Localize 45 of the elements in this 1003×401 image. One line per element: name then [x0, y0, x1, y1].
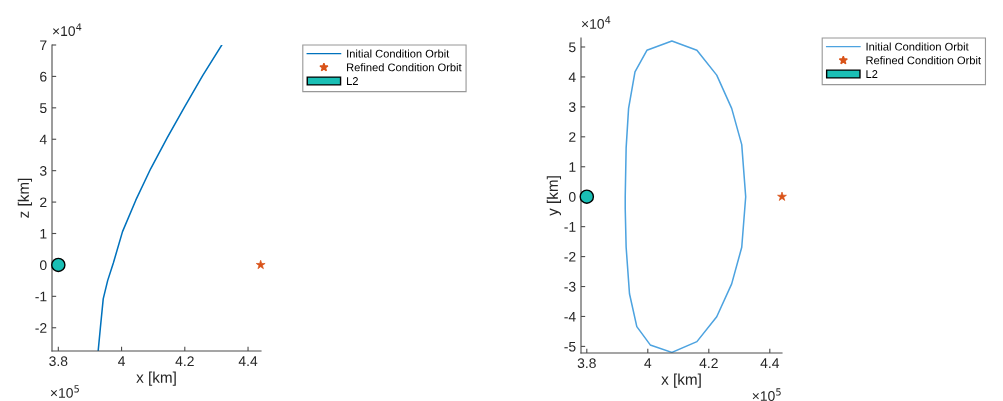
- text: ×10$^{5}$: [752, 388, 781, 401]
- x-tick-label: 4.4: [760, 358, 780, 368]
- y-tick-label: 1: [569, 162, 576, 172]
- y-tick-label: 4: [568, 72, 576, 82]
- y-tick-label: 4: [39, 134, 47, 145]
- x-tick-label: 4: [644, 358, 652, 368]
- y-tick-label: -4: [564, 311, 576, 322]
- y-tick-label: 3: [39, 166, 47, 176]
- line-series: [97, 45, 223, 351]
- line-series: [624, 40, 747, 353]
- y-tick-label: -2: [564, 251, 576, 262]
- y-tick-label: 6: [40, 71, 47, 82]
- x-tick-label: 4.2: [175, 356, 194, 366]
- x-tick-label: 3.8: [577, 358, 596, 369]
- x-tick-label: 4: [118, 356, 126, 366]
- text: ×10$^{4}$: [52, 23, 82, 37]
- y-tick-label: 5: [568, 42, 576, 53]
- x-tick-label: 4.2: [699, 358, 718, 368]
- y-tick-label: 1: [40, 228, 47, 239]
- y-tick-label: 2: [40, 197, 47, 208]
- x-tick-label: 4.4: [238, 356, 258, 366]
- x-tick-label: 3.8: [49, 356, 68, 367]
- y-tick-label: -5: [564, 341, 576, 352]
- y-tick-label: -3: [564, 281, 576, 292]
- text: ×10$^{5}$: [50, 385, 79, 398]
- y-tick-label: 3: [568, 102, 576, 113]
- y-tick-label: 0: [39, 260, 47, 271]
- y-axis-title: z [km]: [17, 178, 33, 218]
- y-tick-label: 5: [39, 103, 47, 113]
- y-tick-label: 0: [568, 192, 576, 202]
- legend-label: Refined Condition Orbit: [866, 56, 981, 65]
- legend-label: L2: [347, 77, 358, 85]
- text: ×10$^{4}$: [581, 16, 611, 29]
- y-tick-label: -1: [564, 222, 576, 232]
- y-tick-label: -1: [35, 291, 47, 302]
- legend-label: L2: [866, 70, 878, 78]
- x-axis-title: x [km]: [136, 371, 176, 386]
- x-axis-title: x [km]: [661, 373, 701, 388]
- y-tick-label: 7: [40, 40, 47, 51]
- y-tick-label: 2: [569, 132, 576, 142]
- legend-label: Initial Condition Orbit: [347, 49, 450, 58]
- legend-label: Initial Condition Orbit: [866, 42, 969, 51]
- y-axis-title: y [km]: [546, 176, 562, 216]
- y-tick-label: -2: [35, 323, 47, 333]
- legend-label: Refined Condition Orbit: [347, 63, 462, 72]
